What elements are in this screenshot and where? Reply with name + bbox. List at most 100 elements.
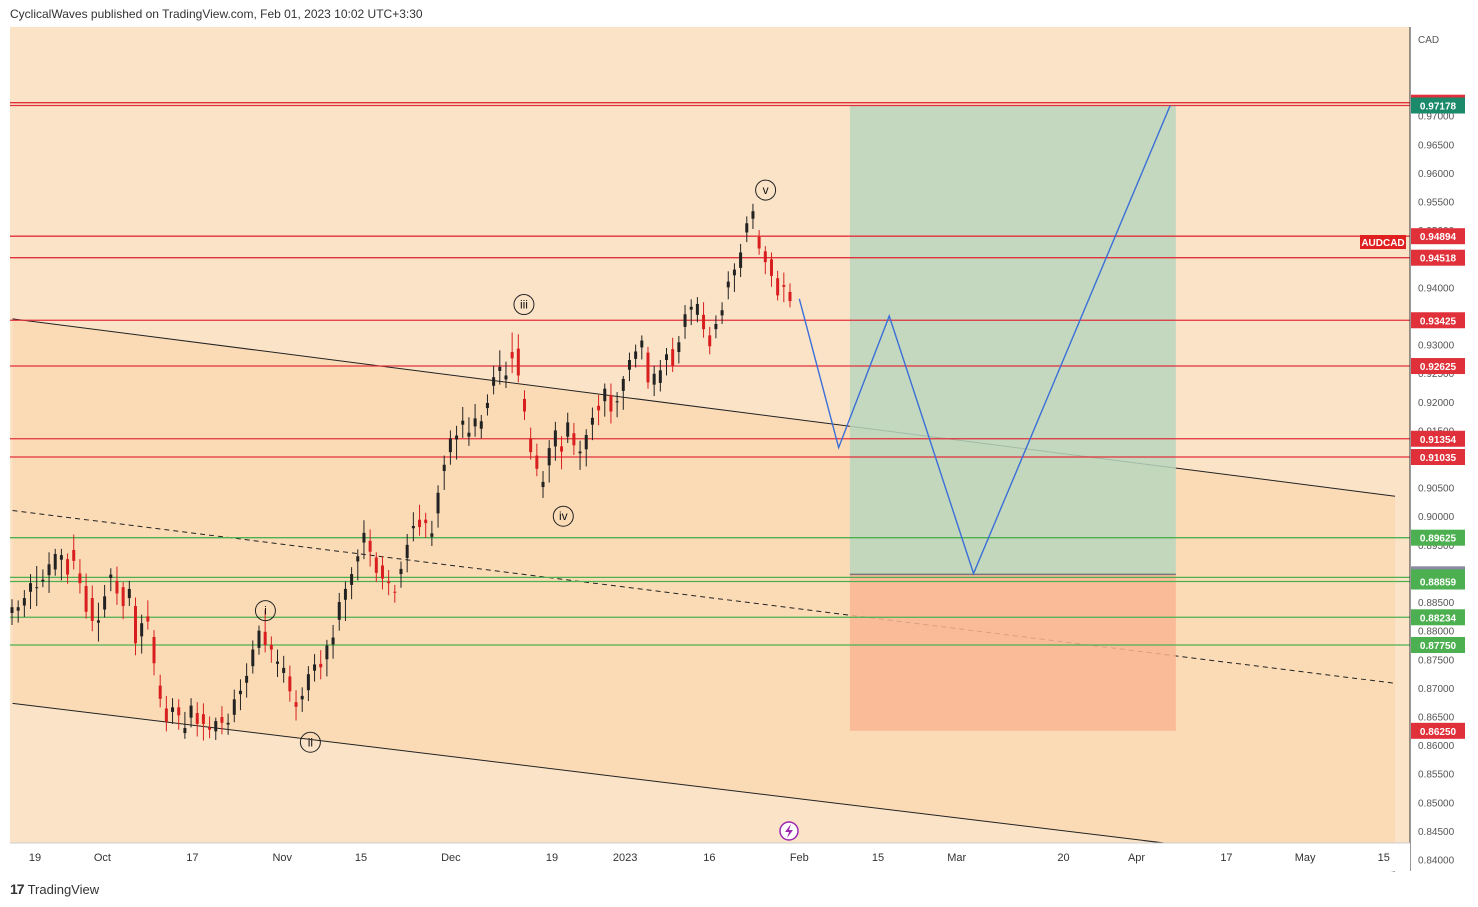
wave-circle: [513, 294, 535, 316]
candle-body: [646, 352, 650, 383]
candle-body: [189, 705, 193, 718]
projection-line: [798, 105, 1171, 576]
footer: 17 TradingView: [10, 881, 99, 897]
candle-body: [553, 430, 557, 447]
candle-body: [387, 581, 391, 584]
candle-body: [776, 278, 780, 296]
price-tick-label: 0.94000: [1418, 283, 1455, 294]
resistance-tag: 0.93425: [1420, 316, 1457, 327]
candle-body: [547, 448, 551, 466]
candle-body: [510, 352, 514, 359]
candle-body: [702, 314, 706, 330]
tradingview-logo-icon: 17: [10, 881, 25, 897]
resistance-tag: 0.92625: [1420, 362, 1457, 373]
candle-body: [411, 525, 415, 529]
support-tag: 0.88859: [1420, 578, 1457, 589]
price-tick-label: 0.87000: [1418, 684, 1455, 695]
lightning-icon[interactable]: [779, 821, 799, 841]
resistance-tag: 0.94894: [1420, 232, 1457, 243]
candle-body: [560, 446, 564, 452]
target-zone: [849, 105, 1176, 575]
candle-body: [245, 675, 249, 683]
candle-body: [319, 663, 323, 668]
candle-body: [121, 587, 125, 607]
wave-circle: [254, 600, 276, 622]
date-tick-label: Mar: [947, 852, 966, 864]
support-tag: 0.89625: [1420, 534, 1457, 545]
candle-body: [726, 281, 730, 288]
date-tick-label: Feb: [790, 852, 809, 864]
candle-body: [220, 717, 224, 723]
wave-circle: [299, 731, 321, 753]
price-tick-label: 0.97000: [1418, 112, 1455, 123]
candle-body: [78, 573, 82, 584]
candle-body: [683, 314, 687, 327]
projection-path: [798, 105, 1171, 576]
candle-body: [35, 587, 39, 589]
candle-body: [708, 335, 712, 347]
candle-body: [201, 714, 205, 724]
price-axis[interactable]: CAD0.970000.965000.960000.955000.950000.…: [1409, 27, 1478, 871]
candle-body: [140, 623, 144, 637]
wave-label: iii: [520, 298, 528, 312]
candle-body: [436, 492, 440, 514]
candle-body: [158, 685, 162, 699]
support-tag: 0.87750: [1420, 641, 1457, 652]
price-tick-label: 0.92500: [1418, 369, 1455, 380]
candle-body: [226, 722, 230, 725]
candle-body: [263, 631, 267, 645]
candle-body: [356, 556, 360, 562]
candle-body: [368, 540, 372, 552]
candle-body: [214, 721, 218, 732]
horizontal-levels: [10, 102, 1410, 646]
candle-body: [257, 630, 261, 648]
price-tick-label: 0.84000: [1418, 856, 1455, 867]
candle-body: [424, 519, 428, 524]
candle-body: [195, 713, 199, 724]
candle-body: [232, 699, 236, 715]
date-tick-label: 15: [1378, 852, 1390, 864]
price-tick-label: 0.85500: [1418, 770, 1455, 781]
candle-body: [177, 707, 181, 716]
candle-body: [288, 676, 292, 692]
candle-body: [652, 373, 656, 385]
candle-body: [313, 664, 317, 671]
candle-body: [53, 553, 57, 570]
stop-tag-bg: [1411, 722, 1465, 739]
resistance-tag-bg: [1411, 228, 1465, 245]
candle-body: [362, 532, 366, 543]
candle-body: [269, 644, 273, 650]
symbol-tag: AUDCAD: [1361, 238, 1404, 249]
resistance-tag: 0.91354: [1420, 435, 1457, 446]
date-axis[interactable]: 19 Oct 17 Nov 15 Dec 19 2023 16 Feb 15 Mar 20 Apr 17 Ma…: [0, 842, 1410, 871]
price-tags: AUDCAD0.972270.971780.948940.945180.9342…: [1360, 94, 1465, 739]
candle-body: [22, 598, 26, 606]
candle-body: [350, 574, 354, 585]
candle-body: [572, 433, 576, 446]
candle-body: [133, 606, 137, 644]
resistance-tag-bg: [1411, 430, 1465, 447]
candle-body: [461, 420, 465, 425]
candle-body: [541, 481, 545, 488]
candle-body: [183, 727, 187, 734]
candle-body: [609, 394, 613, 412]
candle-body: [535, 455, 539, 469]
candle-body: [455, 435, 459, 440]
candle-body: [300, 695, 304, 700]
date-tick-label: 16: [703, 852, 715, 864]
candle-body: [504, 375, 508, 380]
support-tag-bg: [1411, 529, 1465, 546]
candle-body: [769, 259, 773, 276]
candle-body: [621, 378, 625, 391]
date-tick-label: Nov: [272, 852, 292, 864]
candle-body: [59, 555, 63, 560]
resistance-tag: 0.91035: [1420, 453, 1457, 464]
candle-body: [516, 348, 520, 376]
date-tick-label: Dec: [441, 852, 461, 864]
resistance-tag: 0.94518: [1420, 254, 1457, 265]
candle-body: [677, 342, 681, 353]
candle-body: [485, 402, 489, 409]
support-tag-bg: [1411, 609, 1465, 626]
